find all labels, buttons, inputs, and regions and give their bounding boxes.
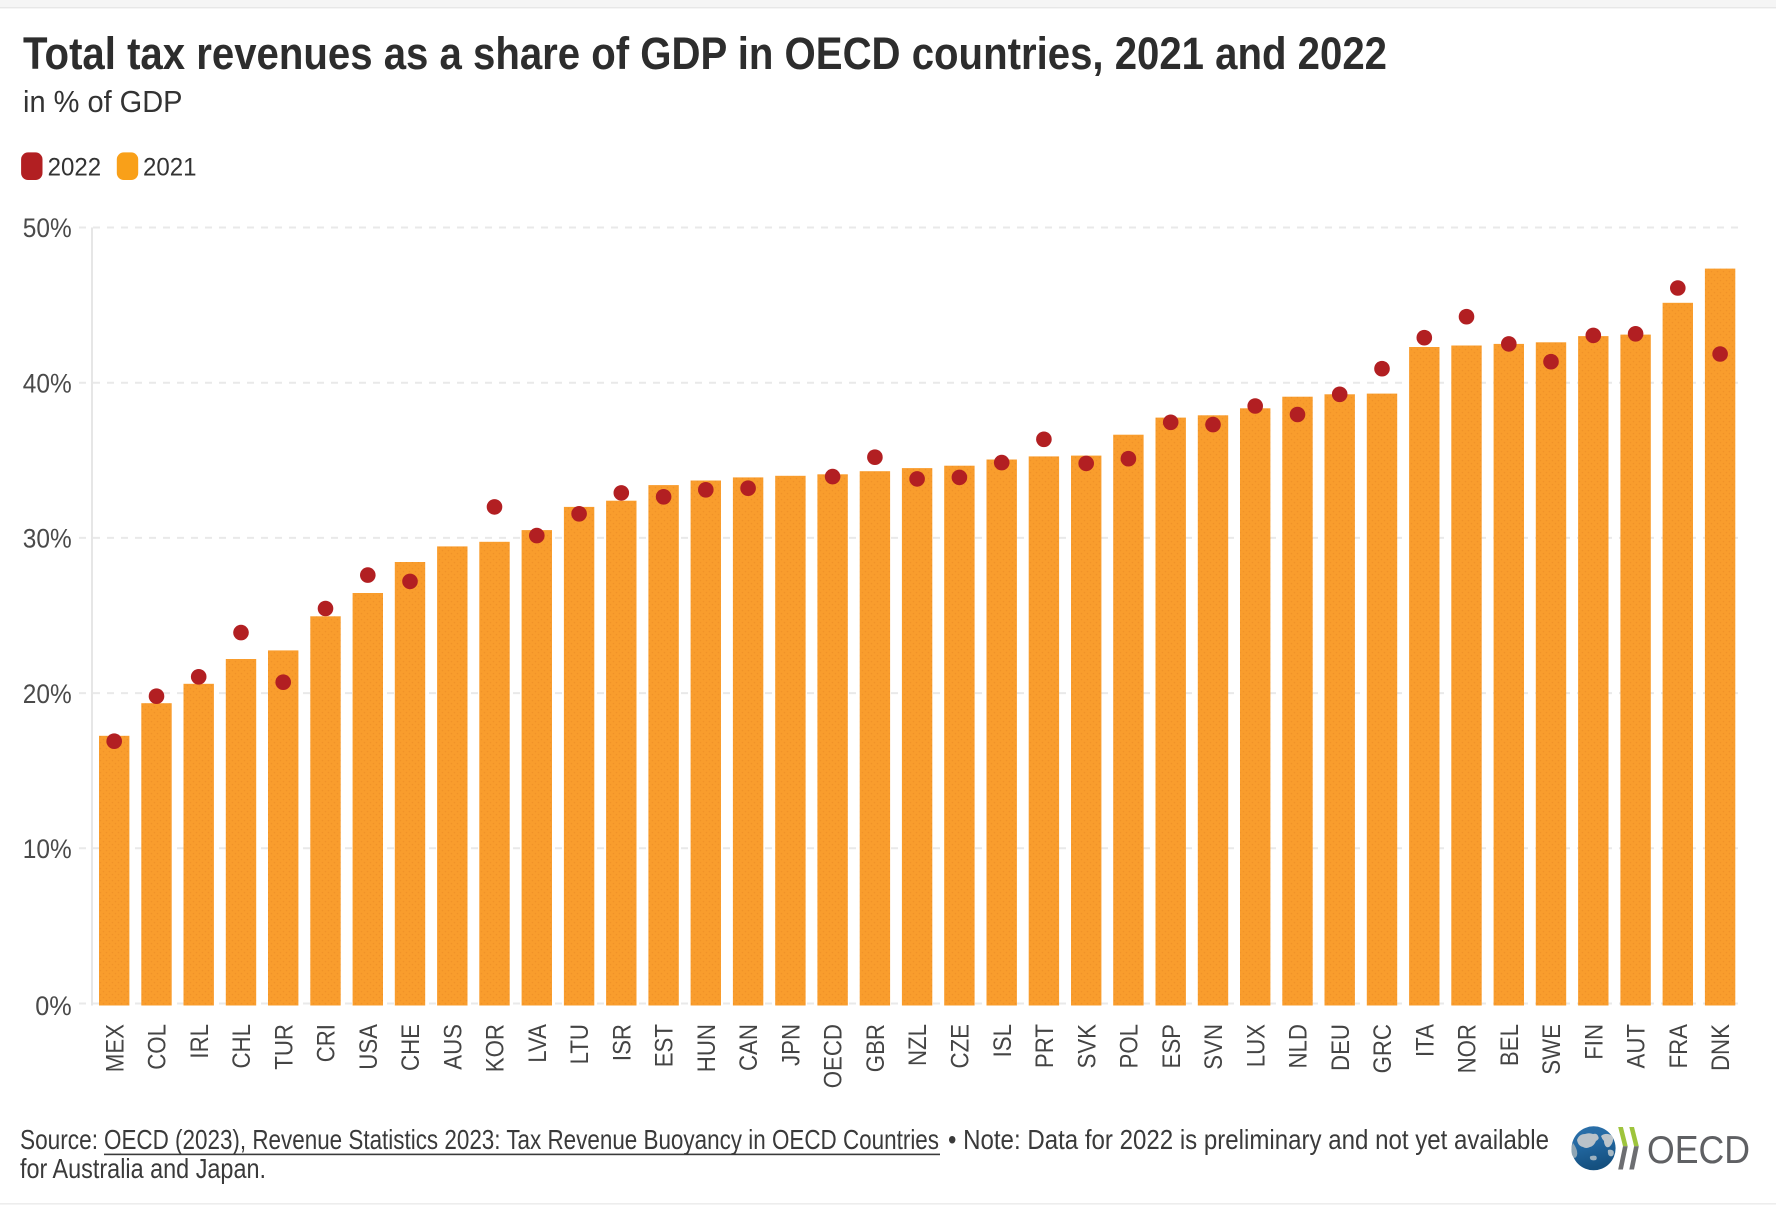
svg-text:LVA: LVA (524, 1024, 552, 1063)
svg-text:30%: 30% (23, 524, 72, 554)
svg-text:HUN: HUN (693, 1024, 721, 1072)
svg-text:KOR: KOR (482, 1024, 510, 1072)
svg-text:CRI: CRI (313, 1024, 341, 1062)
svg-text:BEL: BEL (1496, 1024, 1524, 1066)
svg-text:10%: 10% (23, 834, 72, 864)
svg-text:0%: 0% (35, 991, 72, 1021)
svg-text:SVK: SVK (1073, 1024, 1101, 1069)
svg-text:DEU: DEU (1327, 1024, 1355, 1071)
svg-text:LUX: LUX (1242, 1024, 1270, 1068)
svg-text:Total tax revenues as a share: Total tax revenues as a share of GDP in … (23, 28, 1387, 79)
svg-text:20%: 20% (23, 679, 72, 709)
svg-text:CZE: CZE (947, 1024, 975, 1069)
svg-text:GBR: GBR (862, 1024, 890, 1072)
svg-text:NOR: NOR (1454, 1024, 1482, 1073)
svg-text:ITA: ITA (1411, 1024, 1439, 1057)
svg-text:2021: 2021 (143, 154, 197, 182)
svg-text:NLD: NLD (1285, 1024, 1313, 1069)
svg-text:ISR: ISR (608, 1024, 636, 1061)
svg-text:USA: USA (355, 1024, 383, 1070)
svg-text:in % of GDP: in % of GDP (23, 84, 183, 119)
svg-text:OECD (2023), Revenue Statistic: OECD (2023), Revenue Statistics 2023: Ta… (104, 1124, 939, 1155)
svg-text:CHL: CHL (228, 1024, 256, 1069)
svg-text:GRC: GRC (1369, 1024, 1397, 1073)
svg-text:IRL: IRL (186, 1024, 214, 1059)
svg-text:for Australia and Japan.: for Australia and Japan. (20, 1153, 266, 1184)
svg-text:FIN: FIN (1580, 1024, 1608, 1060)
svg-text:CHE: CHE (397, 1024, 425, 1071)
svg-text:JPN: JPN (778, 1024, 806, 1066)
svg-text:Source:: Source: (20, 1124, 98, 1155)
svg-text:• Note: Data for 2022 is preli: • Note: Data for 2022 is preliminary and… (948, 1124, 1549, 1155)
svg-text:CAN: CAN (735, 1024, 763, 1071)
svg-text:PRT: PRT (1031, 1024, 1059, 1068)
svg-text:50%: 50% (23, 213, 72, 243)
svg-text:SWE: SWE (1538, 1024, 1566, 1075)
svg-text:AUT: AUT (1623, 1024, 1651, 1069)
svg-text:OECD: OECD (1647, 1129, 1750, 1172)
svg-text:LTU: LTU (566, 1024, 594, 1064)
svg-text:40%: 40% (23, 368, 72, 398)
svg-text:DNK: DNK (1707, 1024, 1735, 1071)
svg-text:OECD: OECD (820, 1024, 848, 1088)
svg-text:EST: EST (651, 1024, 679, 1067)
svg-text:FRA: FRA (1665, 1024, 1693, 1069)
svg-text:TUR: TUR (270, 1024, 298, 1070)
svg-text:AUS: AUS (439, 1024, 467, 1070)
svg-text:POL: POL (1116, 1024, 1144, 1069)
svg-text:SVN: SVN (1200, 1024, 1228, 1070)
svg-text:COL: COL (144, 1024, 172, 1070)
svg-text:ISL: ISL (989, 1024, 1017, 1057)
svg-text:ESP: ESP (1158, 1024, 1186, 1069)
svg-text:NZL: NZL (904, 1024, 932, 1066)
svg-text:MEX: MEX (101, 1024, 129, 1072)
svg-text:2022: 2022 (48, 154, 102, 182)
